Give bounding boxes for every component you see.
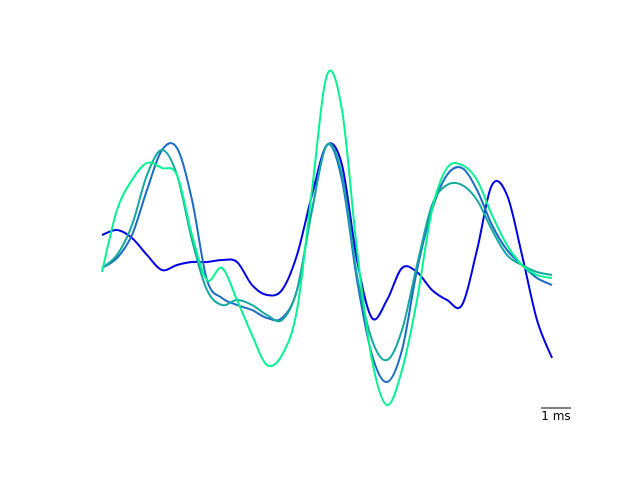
series-line <box>101 142 553 359</box>
scalebar-label: 1 ms <box>541 409 570 423</box>
series-line <box>101 69 553 406</box>
series-line <box>101 142 553 362</box>
series-line <box>101 142 553 383</box>
